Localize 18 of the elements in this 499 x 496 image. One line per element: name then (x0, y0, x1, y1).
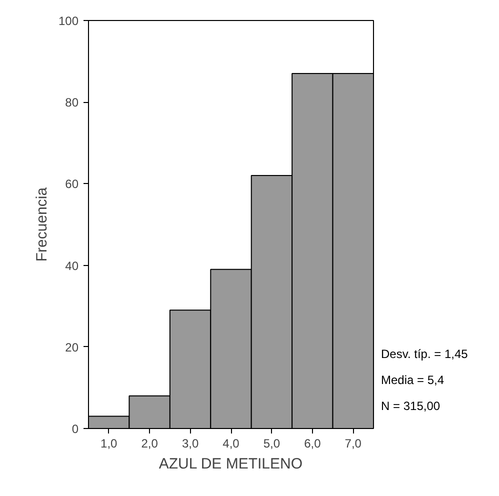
text: Media = 5,4 (381, 372, 444, 389)
x-axis-title: AZUL DE METILENO (158, 456, 303, 472)
text: Desv. típ. = 1,45 (381, 346, 468, 363)
y-tick-label: 40 (65, 258, 79, 273)
y-tick-label: 60 (65, 177, 79, 192)
text: N = 315,00 (381, 398, 440, 415)
y-axis-title: Frecuencia (33, 186, 50, 262)
y-tick-label: 100 (58, 14, 79, 28)
y-tick-label: 80 (65, 96, 79, 110)
x-tick-label: 2,0 (141, 436, 158, 450)
x-tick-label: 7,0 (344, 436, 362, 450)
x-tick-label: 3,0 (182, 436, 199, 450)
y-tick-label: 20 (65, 340, 79, 354)
x-tick-label: 5,0 (263, 436, 280, 450)
x-tick-label: 6,0 (304, 436, 322, 450)
x-tick-label: 1,0 (100, 436, 118, 450)
x-tick-label: 4,0 (222, 436, 240, 450)
y-tick-label: 0 (72, 422, 79, 436)
